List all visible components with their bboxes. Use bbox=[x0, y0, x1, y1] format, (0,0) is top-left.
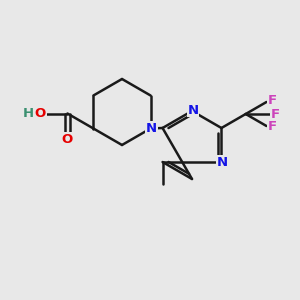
Text: F: F bbox=[268, 94, 277, 107]
Text: H: H bbox=[23, 107, 34, 120]
Text: N: N bbox=[146, 122, 157, 135]
Text: F: F bbox=[268, 119, 277, 133]
Text: O: O bbox=[62, 133, 73, 146]
Text: F: F bbox=[271, 107, 280, 121]
Text: O: O bbox=[35, 107, 46, 120]
Text: N: N bbox=[217, 155, 228, 169]
Text: N: N bbox=[188, 103, 199, 116]
